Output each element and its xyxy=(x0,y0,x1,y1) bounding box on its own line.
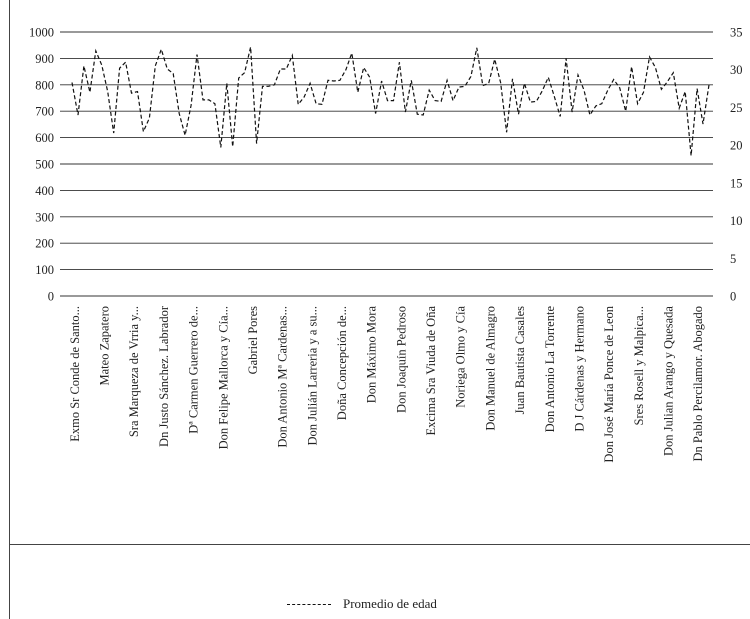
legend-dashed-line-icon xyxy=(287,603,331,605)
x-category-label: Dª Carmen Guerrero de... xyxy=(187,306,201,434)
y-right-tick-label: 10 xyxy=(730,214,743,228)
x-category-label: Noriega Olmo y Cía xyxy=(454,306,468,408)
y-left-tick-label: 800 xyxy=(35,78,54,92)
x-category-label: Don Antonio Mª Cardenas... xyxy=(276,306,290,448)
x-category-label: Juan Bautista Casales xyxy=(513,306,527,414)
x-category-label: Don Máximo Mora xyxy=(365,306,379,404)
y-right-tick-label: 20 xyxy=(730,139,743,153)
y-left-tick-label: 700 xyxy=(35,105,54,119)
y-left-tick-label: 100 xyxy=(35,263,54,277)
y-left-tick-label: 900 xyxy=(35,52,54,66)
y-left-tick-label: 1000 xyxy=(29,26,54,40)
y-left-tick-label: 400 xyxy=(35,184,54,198)
series-line-promedio-de-edad xyxy=(71,46,710,156)
y-left-tick-label: 500 xyxy=(35,158,54,172)
y-right-tick-label: 15 xyxy=(730,176,743,190)
y-right-tick-label: 30 xyxy=(730,63,743,77)
legend-divider xyxy=(10,544,750,545)
x-category-label: Excima Sra Viuda de Oña xyxy=(424,306,438,436)
x-category-label: Mateo Zapatero xyxy=(98,306,112,385)
y-right-tick-label: 5 xyxy=(730,252,736,266)
chart-frame xyxy=(9,0,750,619)
x-category-label: Dn Pablo Percilamor. Abogado xyxy=(691,306,705,462)
y-left-tick-label: 0 xyxy=(48,290,54,304)
x-category-label: Exmo Sr Conde de Santo... xyxy=(68,306,82,442)
x-category-label: Dn Justo Sánchez. Labrador xyxy=(157,305,171,447)
x-category-label: D J Cárdenas y Hermano xyxy=(572,306,586,432)
y-left-tick-label: 300 xyxy=(35,210,54,224)
y-left-tick-label: 200 xyxy=(35,237,54,251)
x-category-label: Doña Concepción de... xyxy=(335,306,349,420)
x-category-label: Don Julián Larreria y a su... xyxy=(305,306,319,446)
x-category-label: Don Julian Arango y Quesada xyxy=(661,306,675,456)
x-category-label: Sra Marqueza de Vrria y... xyxy=(127,306,141,437)
x-category-label: Don Joaquín Pedroso xyxy=(394,306,408,413)
legend-label: Promedio de edad xyxy=(343,596,437,611)
x-category-label: Don Felipe Mallorca y Cía... xyxy=(216,306,230,449)
x-category-label: Don José María Ponce de Leon xyxy=(602,305,616,462)
x-category-label: Don Antonio La Torrente xyxy=(543,306,557,433)
x-category-label: Sres Rosell y Malpica... xyxy=(632,306,646,425)
x-category-label: Gabriel Pores xyxy=(246,306,260,375)
x-category-label: Don Manuel de Almagro xyxy=(483,306,497,431)
y-left-tick-label: 600 xyxy=(35,131,54,145)
legend: Promedio de edad xyxy=(287,596,437,612)
y-right-tick-label: 0 xyxy=(730,290,736,304)
y-right-tick-label: 25 xyxy=(730,101,743,115)
y-right-tick-label: 35 xyxy=(730,26,743,40)
